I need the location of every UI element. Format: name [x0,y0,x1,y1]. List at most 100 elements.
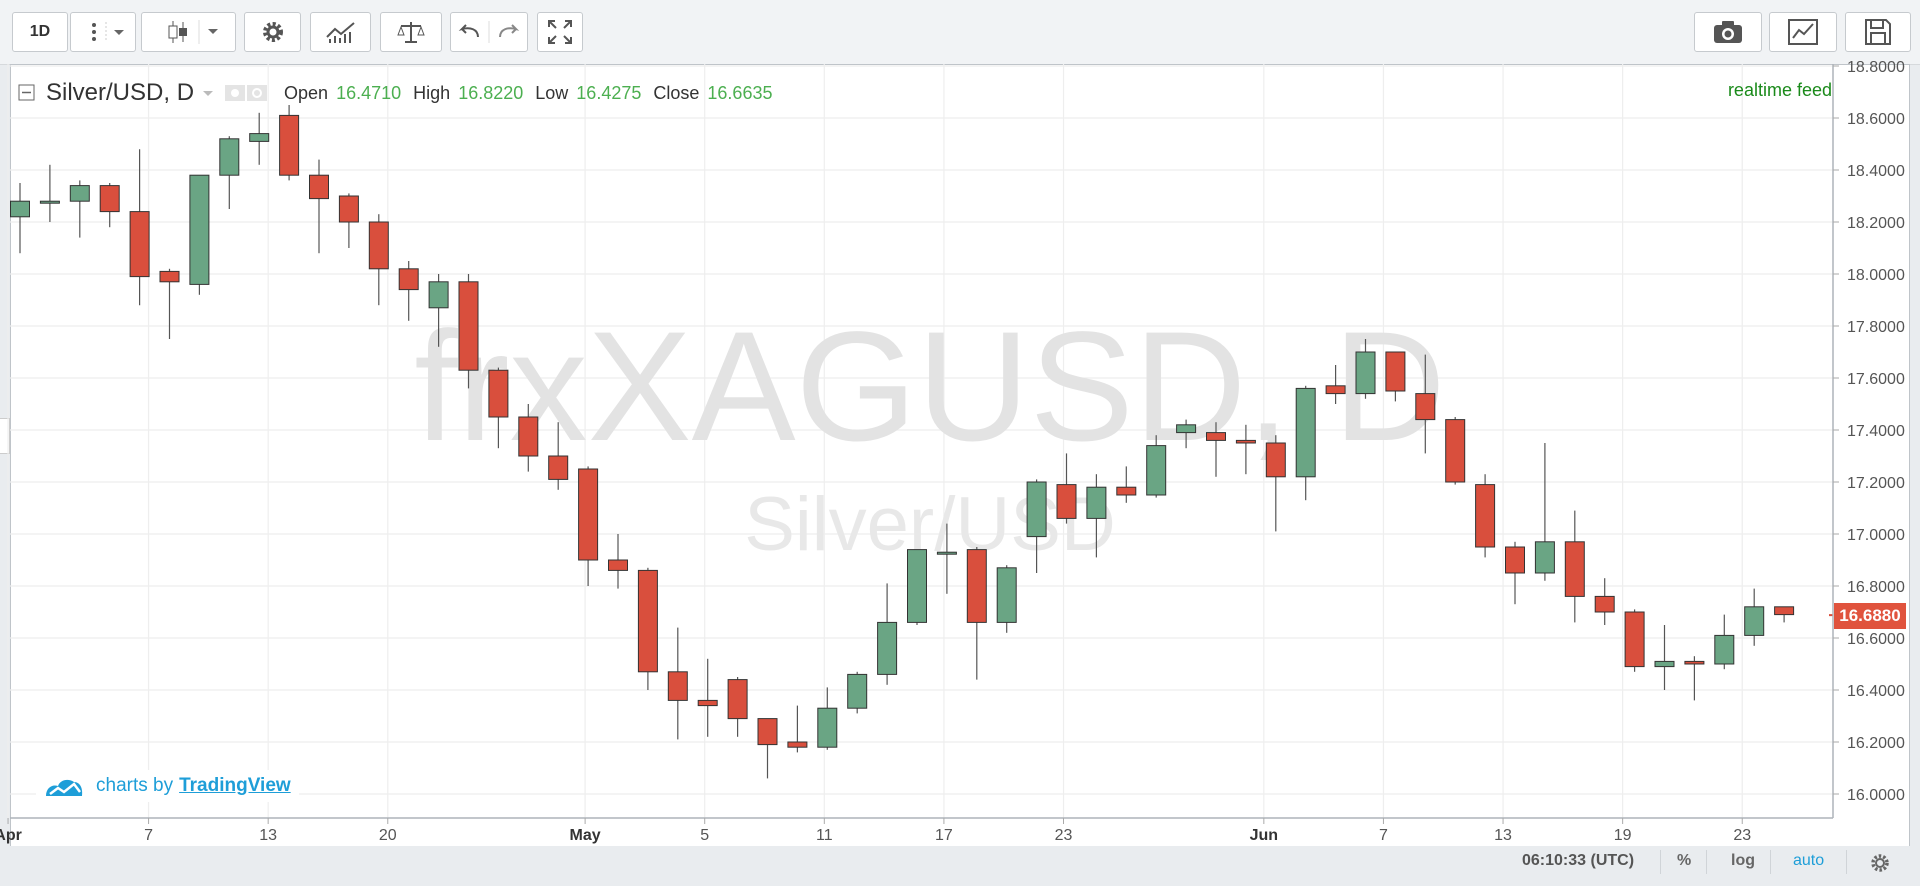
interval-menu-button[interactable] [70,12,136,52]
undo-icon[interactable] [458,24,479,38]
candle[interactable] [1295,385,1316,501]
candle[interactable] [1684,656,1705,701]
candle[interactable] [1026,479,1047,573]
candle[interactable] [1265,435,1286,532]
candle[interactable] [1146,435,1167,498]
interval-button[interactable]: 1D [12,12,68,52]
chart-view-button[interactable] [1769,12,1837,52]
candle[interactable] [1714,614,1735,670]
candle[interactable] [817,687,838,750]
chevron-down-icon[interactable] [200,85,216,101]
gear-icon[interactable] [1868,851,1892,875]
candle[interactable] [1654,625,1675,690]
candle[interactable] [129,149,150,306]
candle[interactable] [1176,419,1197,449]
candle[interactable] [548,422,569,490]
tradingview-link[interactable]: TradingView [179,775,291,796]
candle[interactable] [1116,466,1137,503]
high-value: 16.8220 [458,82,524,103]
candle[interactable] [398,261,419,321]
candles-layer [10,105,1833,779]
candle[interactable] [966,547,987,680]
log-toggle[interactable]: log [1731,852,1755,869]
candle[interactable] [39,164,60,222]
indicators-button[interactable] [310,12,371,52]
candle[interactable] [996,565,1017,633]
candle[interactable] [309,159,329,254]
candle[interactable] [578,466,599,586]
candle[interactable] [667,627,688,740]
high-label: High [413,82,451,103]
candle[interactable] [1564,510,1585,623]
candle[interactable] [1325,365,1346,404]
tradingview-branding[interactable]: charts by TradingView [36,770,299,802]
sidebar-toggle[interactable] [0,418,10,454]
candle[interactable] [1086,474,1107,558]
candle[interactable] [1505,541,1525,605]
candle[interactable] [1235,424,1256,475]
percent-toggle[interactable]: % [1677,852,1692,869]
candle[interactable] [1534,443,1555,581]
candle[interactable] [189,174,210,295]
candle[interactable] [1415,354,1436,454]
candle[interactable] [727,677,748,737]
candle-body [1206,432,1226,441]
candle[interactable] [847,671,868,714]
candle[interactable] [787,705,808,753]
fullscreen-button[interactable] [537,12,583,52]
settings-small-icon[interactable] [246,83,268,103]
candle[interactable] [757,718,778,779]
candle[interactable] [936,523,957,594]
symbol-title[interactable]: Silver/USD, D [46,79,195,106]
candle[interactable] [428,274,449,347]
snapshot-button[interactable] [1694,12,1762,52]
save-button[interactable] [1845,12,1911,52]
compare-button[interactable] [380,12,442,52]
candle[interactable] [338,193,359,248]
auto-toggle[interactable]: auto [1793,852,1825,869]
candle[interactable] [907,549,927,625]
candle[interactable] [249,112,270,165]
settings-button[interactable] [244,12,301,52]
candle[interactable] [219,136,240,209]
candle[interactable] [697,658,718,737]
candle[interactable] [877,583,898,685]
candle[interactable] [1624,609,1645,672]
redo-icon[interactable] [499,24,520,38]
candle[interactable] [69,180,90,238]
candle[interactable] [1385,351,1406,402]
open-label: Open [284,82,329,103]
candle-body [368,221,389,270]
collapse-icon[interactable] [18,84,36,102]
candle[interactable] [1774,606,1795,623]
candle[interactable] [159,268,180,339]
candle[interactable] [99,183,120,228]
candle[interactable] [1445,417,1466,485]
candle[interactable] [1475,474,1496,558]
candle[interactable] [637,567,658,690]
candle[interactable] [1355,339,1376,399]
candle[interactable] [279,105,300,181]
candle[interactable] [458,274,479,389]
candle-body [578,468,599,561]
candle[interactable] [1744,588,1765,646]
chart-type-button[interactable] [141,12,236,52]
candle-body [458,281,479,371]
y-tick-label: 18.2000 [1847,215,1905,232]
candle[interactable] [488,367,509,449]
eye-icon[interactable] [224,83,246,103]
candle[interactable] [10,183,30,254]
candle[interactable] [1206,422,1226,477]
candle[interactable] [368,214,389,306]
x-tick-label: 5 [700,827,709,844]
branding-prefix: charts by [96,775,174,796]
candle-body [1325,385,1346,395]
candle-body [1176,424,1197,434]
candle[interactable] [1056,453,1077,524]
x-tick-label: Jun [1250,827,1278,844]
undo-redo-group [450,12,528,52]
candle[interactable] [518,404,539,472]
candle[interactable] [1594,578,1615,625]
candle[interactable] [608,534,628,589]
